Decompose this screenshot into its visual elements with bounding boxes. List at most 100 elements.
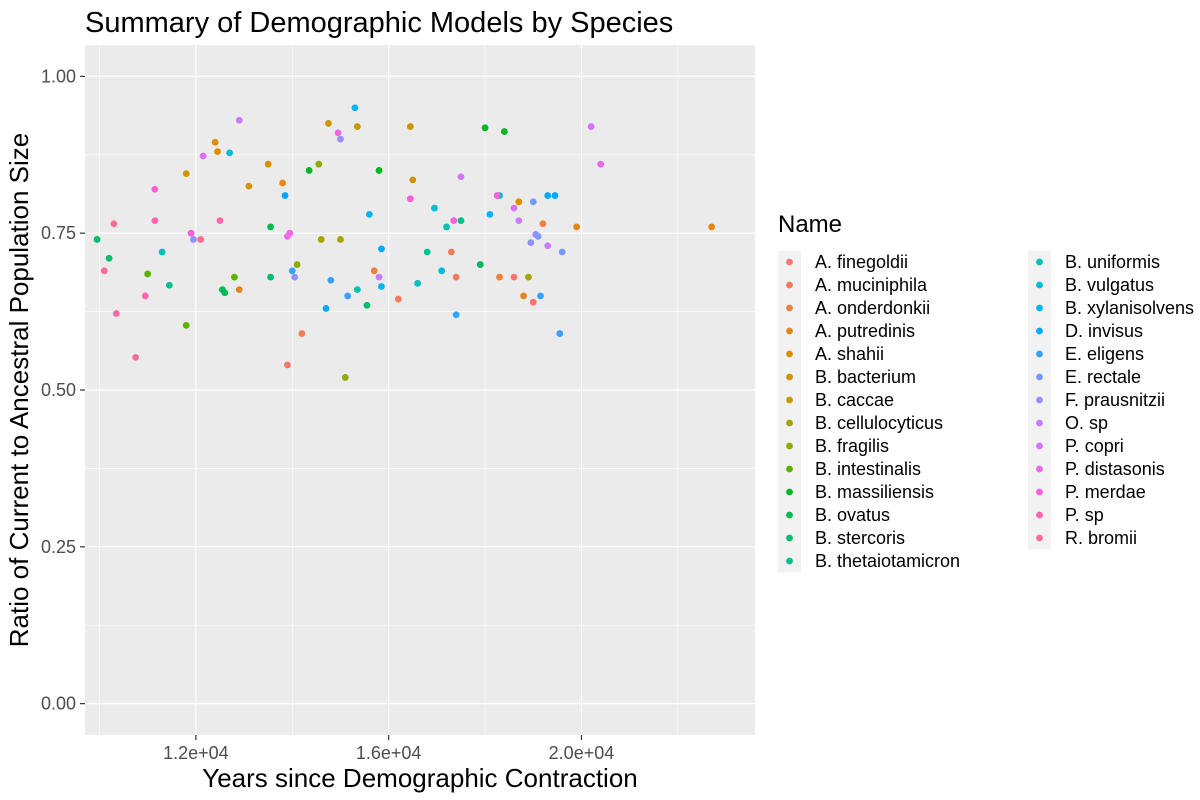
legend-label: B. caccae [815, 390, 894, 410]
data-point [443, 223, 450, 231]
data-point [438, 267, 446, 275]
data-point [493, 192, 501, 199]
legend-marker [1036, 511, 1043, 519]
x-tick-label: 1.6e+04 [356, 743, 422, 763]
data-point [527, 239, 535, 246]
data-point [394, 295, 402, 303]
data-point [414, 279, 421, 287]
data-point [423, 248, 431, 256]
data-point [158, 248, 166, 256]
data-point [279, 179, 287, 187]
x-axis-ticks: 1.2e+04 1.6e+04 2.0e+04 [163, 735, 614, 763]
y-tick-label: 0.75 [41, 223, 76, 243]
data-point [532, 231, 540, 238]
data-point [190, 236, 197, 243]
data-point [165, 281, 173, 289]
legend-marker [1036, 442, 1043, 450]
data-point [337, 236, 344, 243]
legend-marker [786, 419, 793, 427]
data-point [221, 289, 229, 297]
data-points [93, 104, 716, 381]
legend-marker [786, 281, 793, 289]
y-axis-title: Ratio of Current to Ancestral Population… [4, 133, 34, 648]
y-tick-label: 1.00 [41, 66, 76, 86]
data-point [344, 292, 352, 300]
legend-marker [786, 373, 793, 381]
legend-marker [786, 258, 793, 266]
chart-title: Summary of Demographic Models by Species [85, 7, 673, 39]
data-point [370, 267, 378, 275]
legend-label: A. muciniphila [815, 275, 928, 295]
data-point [452, 311, 460, 319]
x-tick-label: 1.2e+04 [163, 743, 229, 763]
data-point [520, 292, 528, 300]
legend-marker [1036, 258, 1043, 266]
data-point [327, 276, 335, 284]
data-point [216, 217, 224, 225]
legend-label: B. intestinalis [815, 459, 921, 479]
data-point [544, 192, 552, 199]
legend-marker [786, 327, 793, 335]
legend-marker [786, 488, 793, 496]
legend-label: B. vulgatus [1065, 275, 1154, 295]
data-point [481, 124, 489, 132]
data-point [288, 267, 296, 275]
legend-marker [1036, 419, 1043, 427]
data-point [286, 229, 294, 237]
data-point [267, 223, 274, 231]
legend-marker [786, 557, 793, 565]
data-point [235, 286, 243, 294]
data-point [708, 223, 716, 231]
legend-label: P. distasonis [1065, 459, 1165, 479]
data-point [551, 192, 559, 199]
data-point [293, 261, 301, 268]
data-point [515, 198, 523, 206]
data-point [378, 283, 385, 290]
data-point [447, 248, 455, 256]
data-point [315, 160, 323, 168]
gridlines [85, 45, 755, 735]
legend-marker [1036, 304, 1043, 312]
legend-marker [1036, 350, 1043, 358]
x-tick-label: 2.0e+04 [549, 743, 615, 763]
data-point [100, 267, 108, 275]
data-point [151, 217, 159, 225]
data-point [375, 167, 383, 174]
data-point [544, 242, 552, 250]
data-point [284, 361, 291, 369]
legend-label: P. sp [1065, 505, 1104, 525]
legend-label: A. finegoldii [815, 252, 908, 272]
data-point [452, 273, 460, 281]
data-point [597, 160, 605, 168]
data-point [110, 220, 118, 228]
legend-label: P. copri [1065, 436, 1124, 456]
data-point [214, 148, 221, 156]
x-axis-title: Years since Demographic Contraction [202, 763, 638, 793]
data-point [141, 292, 149, 300]
legend-marker [786, 511, 793, 519]
data-point [211, 138, 219, 146]
data-point [182, 321, 190, 329]
data-point [245, 182, 253, 190]
data-point [556, 330, 564, 337]
legend-marker [1036, 465, 1043, 473]
data-point [510, 273, 518, 281]
data-point [476, 261, 484, 268]
data-point [406, 123, 414, 130]
legend-label: B. stercoris [815, 528, 905, 548]
data-point [112, 310, 120, 317]
y-tick-label: 0.00 [41, 694, 76, 714]
legend-marker [1036, 396, 1043, 404]
legend-marker [786, 304, 793, 312]
data-point [334, 129, 342, 137]
legend-label: O. sp [1065, 413, 1108, 433]
legend-label: E. eligens [1065, 344, 1144, 364]
data-point [132, 353, 140, 361]
legend-marker [786, 442, 793, 450]
data-point [93, 236, 101, 243]
data-point [537, 292, 544, 300]
data-point [317, 236, 325, 243]
data-point [182, 170, 190, 177]
data-point [500, 128, 508, 135]
data-point [431, 204, 438, 212]
